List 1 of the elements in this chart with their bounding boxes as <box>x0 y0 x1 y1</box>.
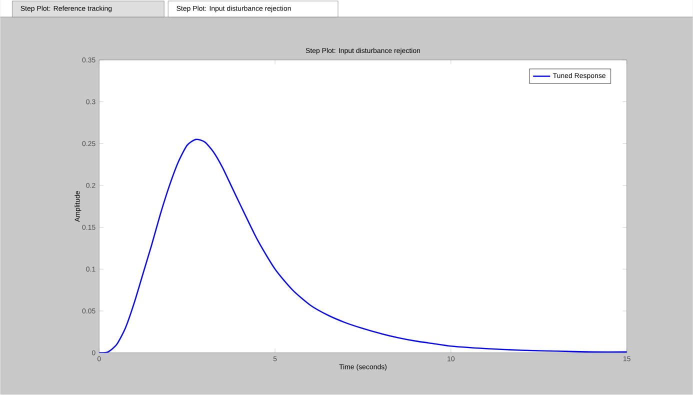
line-series <box>99 138 627 353</box>
